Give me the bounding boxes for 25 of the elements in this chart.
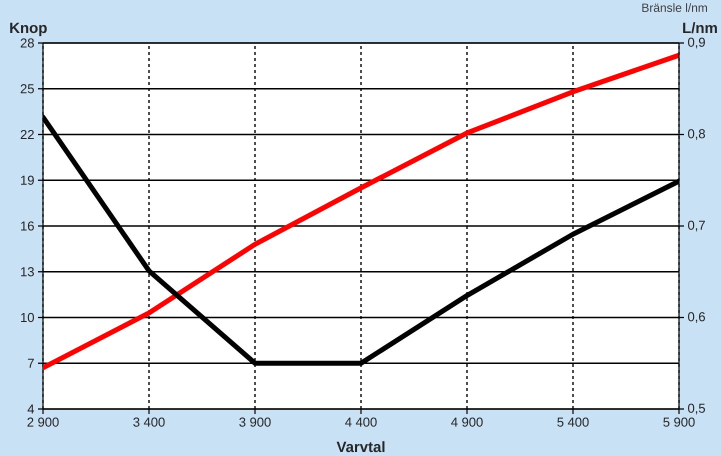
x-tick-label: 5 400 bbox=[557, 418, 589, 427]
y2-tick-label: 0,9 bbox=[688, 38, 705, 48]
y2-tick-label: 0,6 bbox=[688, 312, 705, 323]
y2-axis-title: L/nm bbox=[683, 22, 717, 34]
y-tick-label: 13 bbox=[21, 267, 34, 276]
y-tick-label: 22 bbox=[20, 130, 34, 140]
y2-tick-label: 0,7 bbox=[688, 220, 705, 232]
x-tick-label: 4 900 bbox=[451, 418, 483, 427]
x-tick-label: 5 900 bbox=[663, 418, 695, 427]
text: Bränsle l/nm bbox=[642, 3, 708, 12]
y-tick-label: 28 bbox=[20, 38, 34, 48]
y2-tick-label: 0,5 bbox=[688, 404, 705, 414]
y-tick-label: 16 bbox=[21, 221, 34, 231]
y-axis-title: Knop bbox=[10, 22, 47, 36]
x-tick-label: 3 400 bbox=[133, 418, 165, 427]
y-tick-label: 7 bbox=[28, 358, 34, 368]
x-axis-title: Varvtal bbox=[336, 441, 384, 452]
y-tick-label: 4 bbox=[28, 404, 34, 414]
y-tick-label: 19 bbox=[21, 176, 34, 185]
y-tick-label: 25 bbox=[20, 84, 34, 94]
y2-tick-label: 0,8 bbox=[688, 129, 705, 140]
x-tick-label: 3 900 bbox=[239, 418, 271, 427]
x-tick-label: 2 900 bbox=[27, 418, 59, 427]
x-tick-label: 4 400 bbox=[345, 418, 377, 427]
y-tick-label: 10 bbox=[21, 312, 34, 322]
